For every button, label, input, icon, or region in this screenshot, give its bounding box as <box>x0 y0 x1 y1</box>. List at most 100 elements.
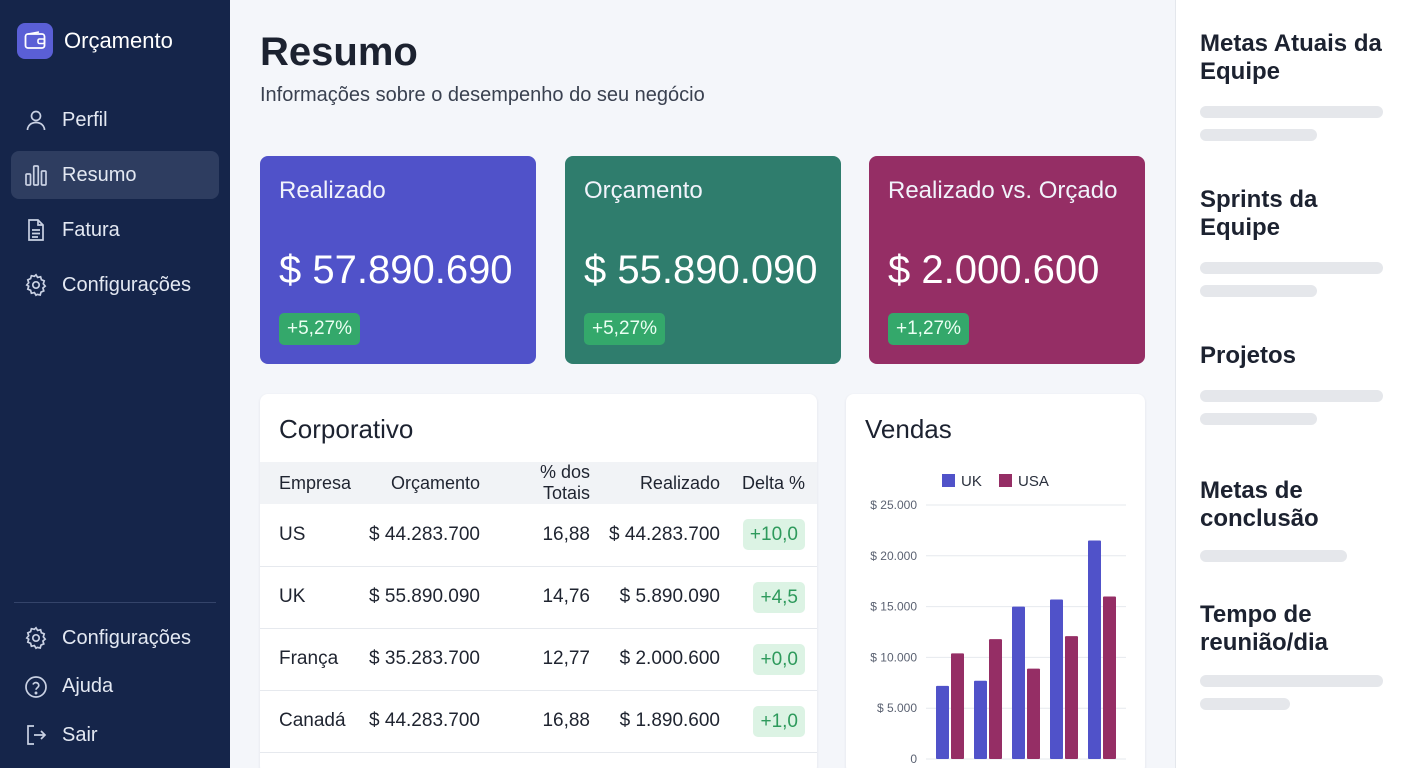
legend-swatch <box>999 474 1012 487</box>
page-title: Resumo <box>260 30 418 74</box>
cell-actual: $ 2.000.600 <box>602 628 732 691</box>
delta-badge: +4,5 <box>753 581 805 613</box>
cell-actual: $ 1.890.600 <box>602 690 732 753</box>
sales-card: Vendas 0 $ 5.000 $ 10.000 $ 15.000 $ 20.000 $… <box>846 394 1145 768</box>
goal-title: Metas Atuais da Equipe <box>1200 30 1382 85</box>
nav-item-perfil[interactable]: Perfil <box>11 96 219 144</box>
table-row[interactable]: Canadá $ 44.283.700 16,88 $ 1.890.600 +1… <box>260 690 817 753</box>
y-tick-label: 0 <box>910 752 917 766</box>
nav-item-label: Resumo <box>62 163 137 186</box>
table-row[interactable]: US $ 44.283.700 16,88 $ 44.283.700 +10,0 <box>260 504 817 567</box>
table-header-row: Empresa Orçamento % dos Totais Realizado… <box>260 462 817 504</box>
placeholder-bar <box>1200 106 1383 118</box>
placeholder-bar <box>1200 390 1383 402</box>
placeholder-bar <box>1200 262 1383 274</box>
goal-title: Tempo de reunião/dia <box>1200 601 1329 656</box>
column-header[interactable]: % dos Totais <box>492 462 602 504</box>
wallet-icon <box>17 23 53 59</box>
column-header[interactable]: Delta % <box>732 462 817 504</box>
corporate-title: Corporativo <box>279 414 414 444</box>
placeholder-bar <box>1200 675 1383 687</box>
corporate-table: Empresa Orçamento % dos Totais Realizado… <box>260 462 817 753</box>
kpi-change-badge: +5,27% <box>279 313 360 345</box>
kpi-change-badge: +5,27% <box>584 313 665 345</box>
cell-percent: 14,76 <box>492 566 602 629</box>
goal-title: Metas de conclusão <box>1200 477 1319 532</box>
nav-item-configuracoes-bottom[interactable]: Configurações <box>11 614 219 663</box>
goal-title: Sprints da Equipe <box>1200 186 1318 241</box>
placeholder-bar <box>1200 129 1317 141</box>
cell-actual: $ 44.283.700 <box>602 504 732 567</box>
bar-usa <box>1103 596 1116 759</box>
delta-badge: +1,0 <box>753 705 805 737</box>
legend-swatch <box>942 474 955 487</box>
bottom-nav: Configurações Ajuda Sair <box>11 614 219 760</box>
sales-title: Vendas <box>865 414 952 444</box>
y-tick-label: $ 10.000 <box>870 650 917 664</box>
placeholder-bar <box>1200 698 1290 710</box>
cell-percent: 16,88 <box>492 690 602 753</box>
bar-uk <box>1088 540 1101 759</box>
main-nav: Perfil Resumo Fatura Configurações <box>11 96 219 316</box>
table-row[interactable]: UK $ 55.890.090 14,76 $ 5.890.090 +4,5 <box>260 566 817 629</box>
legend-label: UK <box>961 473 982 490</box>
nav-item-fatura[interactable]: Fatura <box>11 206 219 254</box>
bar-usa <box>1065 636 1078 759</box>
corporate-card: Corporativo Empresa Orçamento % dos Tota… <box>260 394 817 768</box>
kpi-change-badge: +1,27% <box>888 313 969 345</box>
goal-item[interactable]: Metas Atuais da Equipe <box>1200 30 1400 141</box>
goal-item[interactable]: Tempo de reunião/dia <box>1200 601 1400 710</box>
app-name: Orçamento <box>64 28 173 53</box>
kpi-value: $ 55.890.090 <box>584 248 818 292</box>
page-subtitle: Informações sobre o desempenho do seu ne… <box>260 84 705 106</box>
goal-item[interactable]: Sprints da Equipe <box>1200 186 1400 297</box>
column-header[interactable]: Realizado <box>602 462 732 504</box>
bar-uk <box>936 685 949 759</box>
cell-delta: +1,0 <box>732 690 817 753</box>
cell-company: Canadá <box>260 690 358 753</box>
nav-item-configuracoes[interactable]: Configurações <box>11 261 219 309</box>
cell-percent: 12,77 <box>492 628 602 691</box>
kpi-label: Orçamento <box>584 177 703 204</box>
kpi-card-realizado[interactable]: Realizado $ 57.890.690 +5,27% <box>260 156 536 364</box>
nav-item-label: Configurações <box>62 626 191 649</box>
cell-budget: $ 35.283.700 <box>358 628 492 691</box>
kpi-value: $ 57.890.690 <box>279 248 513 292</box>
placeholder-bar <box>1200 285 1317 297</box>
cell-company: França <box>260 628 358 691</box>
kpi-label: Realizado vs. Orçado <box>888 177 1118 204</box>
cell-budget: $ 55.890.090 <box>358 566 492 629</box>
nav-item-label: Ajuda <box>62 675 114 698</box>
column-header[interactable]: Orçamento <box>358 462 492 504</box>
sidebar-divider <box>14 602 216 603</box>
nav-item-resumo[interactable]: Resumo <box>11 151 219 199</box>
cell-budget: $ 44.283.700 <box>358 504 492 567</box>
delta-badge: +0,0 <box>753 643 805 675</box>
document-icon <box>23 217 49 243</box>
nav-item-label: Configurações <box>62 273 191 296</box>
team-goals-panel: Metas Atuais da Equipe Sprints da Equipe… <box>1175 0 1408 768</box>
cell-percent: 16,88 <box>492 504 602 567</box>
gear-icon <box>23 272 49 298</box>
nav-item-ajuda[interactable]: Ajuda <box>11 663 219 712</box>
cell-company: US <box>260 504 358 567</box>
cell-budget: $ 44.283.700 <box>358 690 492 753</box>
help-icon <box>23 674 49 700</box>
kpi-value: $ 2.000.600 <box>888 248 1100 292</box>
y-tick-label: $ 20.000 <box>870 549 917 563</box>
nav-item-label: Sair <box>62 723 98 746</box>
nav-item-sair[interactable]: Sair <box>11 711 219 760</box>
kpi-card-orcamento[interactable]: Orçamento $ 55.890.090 +5,27% <box>565 156 841 364</box>
bar-usa <box>951 653 964 759</box>
nav-item-label: Fatura <box>62 218 120 241</box>
cell-actual: $ 5.890.090 <box>602 566 732 629</box>
gear-icon <box>23 625 49 651</box>
goal-item[interactable]: Metas de conclusão <box>1200 477 1400 562</box>
goal-item[interactable]: Projetos <box>1200 342 1400 425</box>
goal-title: Projetos <box>1200 342 1297 369</box>
kpi-card-realizado-vs-orcado[interactable]: Realizado vs. Orçado $ 2.000.600 +1,27% <box>869 156 1145 364</box>
brand[interactable]: Orçamento <box>17 23 173 59</box>
column-header[interactable]: Empresa <box>260 462 358 504</box>
table-row[interactable]: França $ 35.283.700 12,77 $ 2.000.600 +0… <box>260 628 817 691</box>
sidebar: Orçamento Perfil Resumo Fatura Configura… <box>0 0 230 768</box>
